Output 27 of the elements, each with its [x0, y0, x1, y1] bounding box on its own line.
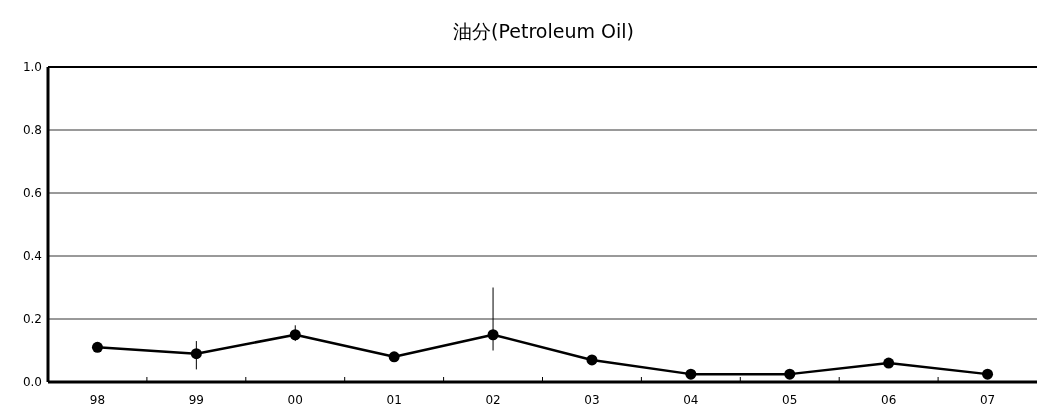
x-tick-label: 05 [782, 393, 798, 407]
point [685, 368, 697, 380]
x-tick-label: 06 [881, 393, 897, 407]
point [190, 348, 202, 360]
point [883, 357, 895, 369]
x-tick-label: 07 [979, 393, 996, 407]
chart-title: 油分(Petroleum Oil) [453, 20, 634, 42]
y-tick-label: 1.0 [22, 60, 42, 74]
x-tick-label: 01 [386, 393, 402, 407]
y-tick-label: 0.8 [22, 123, 42, 137]
point [388, 351, 400, 363]
point [784, 368, 796, 380]
point [487, 329, 499, 341]
x-tick-label: 02 [485, 393, 501, 407]
y-tick-label: 0.4 [22, 249, 42, 263]
x-tick-label: 03 [584, 393, 600, 407]
point [91, 341, 103, 353]
point [586, 354, 598, 366]
point [289, 329, 301, 341]
x-tick-label: 04 [683, 393, 699, 407]
x-tick-label: 99 [188, 393, 204, 407]
y-tick-label: 0.2 [22, 312, 42, 326]
point [982, 368, 994, 380]
y-tick-label: 0.6 [22, 186, 42, 200]
y-tick-label: 0.0 [22, 375, 42, 389]
x-tick-label: 00 [287, 393, 303, 407]
x-tick-label: 98 [89, 393, 106, 407]
